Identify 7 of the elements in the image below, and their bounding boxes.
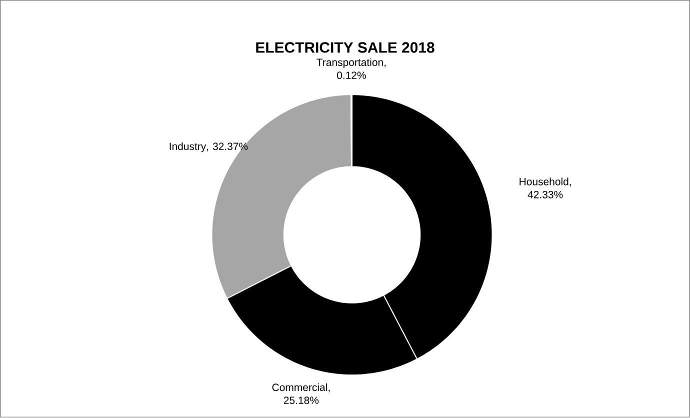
data-label: , 32.37% (207, 142, 248, 152)
slice-label: Commercial (272, 384, 327, 392)
data-label: , 42.33% (528, 184, 571, 199)
slice-label: Industry (170, 142, 206, 152)
chart-title: ELECTRICITY SALE 2018 (256, 42, 434, 54)
data-label: , 25.18% (284, 390, 330, 404)
slice-label: Household (520, 178, 568, 186)
